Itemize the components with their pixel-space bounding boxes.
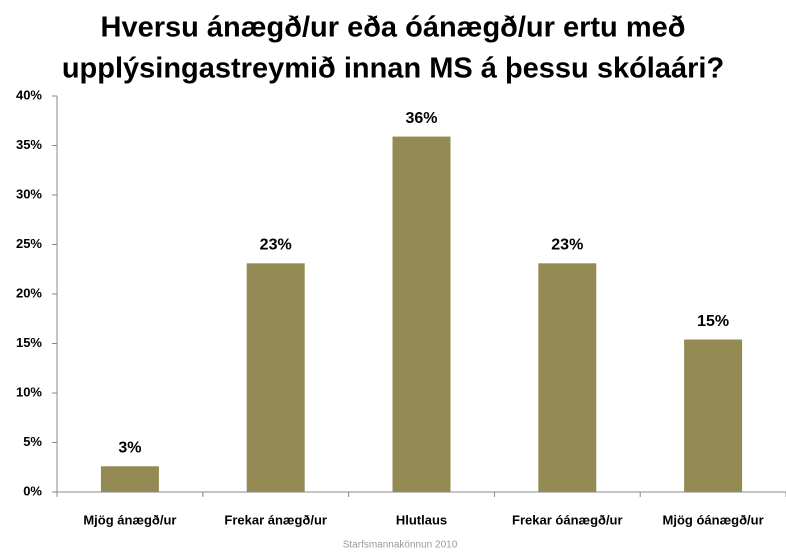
- y-tick-label: 10%: [16, 384, 42, 399]
- bar: [246, 263, 305, 492]
- bar: [100, 466, 159, 492]
- chart-title: Hversu ánægð/ur eða óánægð/ur ertu með: [101, 12, 686, 44]
- y-tick-label: 35%: [16, 137, 42, 152]
- x-tick-label: Mjög óánægð/ur: [663, 512, 764, 527]
- y-tick-label: 20%: [16, 285, 42, 300]
- x-tick-label: Frekar óánægð/ur: [512, 512, 623, 527]
- x-tick-label: Frekar ánægð/ur: [224, 512, 327, 527]
- bar: [538, 263, 597, 492]
- y-tick-label: 40%: [16, 87, 42, 102]
- y-tick-label: 30%: [16, 186, 42, 201]
- y-tick-label: 0%: [23, 483, 42, 498]
- source-note: Starfsmannakönnun 2010: [343, 540, 458, 551]
- y-tick-label: 25%: [16, 236, 42, 251]
- value-label: 15%: [697, 313, 729, 330]
- x-tick-label: Hlutlaus: [396, 512, 447, 527]
- value-label: 23%: [260, 237, 292, 254]
- bar: [684, 339, 743, 492]
- x-tick-label: Mjög ánægð/ur: [83, 512, 176, 527]
- value-label: 23%: [551, 237, 583, 254]
- y-tick-label: 15%: [16, 335, 42, 350]
- y-tick-label: 5%: [23, 434, 42, 449]
- value-label: 36%: [405, 110, 437, 127]
- bar: [392, 136, 451, 492]
- value-label: 3%: [118, 439, 141, 456]
- chart-title: upplýsingastreymið innan MS á þessu skól…: [62, 53, 724, 85]
